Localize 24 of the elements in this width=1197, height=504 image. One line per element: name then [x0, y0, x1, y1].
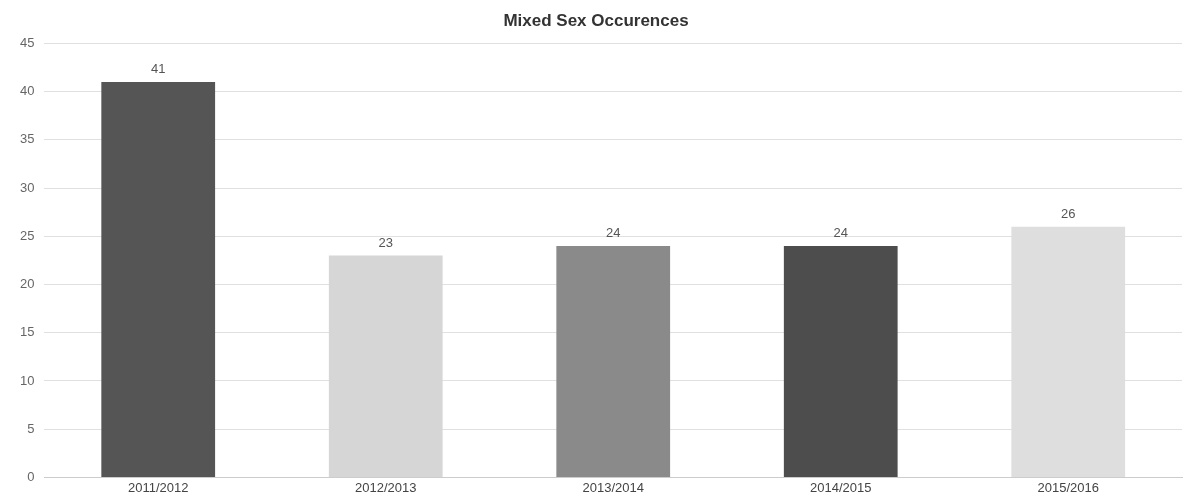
y-tick-label: 10	[19, 372, 35, 388]
y-tick-label: 35	[19, 131, 35, 147]
y-tick-label: 40	[19, 83, 35, 99]
y-tick-label: 15	[19, 324, 35, 340]
data-label: 26	[1061, 205, 1076, 221]
x-tick-label: 2011/2012	[127, 479, 189, 495]
bar	[556, 245, 671, 477]
y-tick-label: 5	[27, 420, 35, 436]
x-tick-label: 2012/2013	[355, 479, 417, 495]
x-tick-label: 2014/2015	[810, 479, 872, 495]
y-tick-label: 25	[19, 227, 35, 243]
x-tick-label: 2013/2014	[582, 479, 644, 495]
y-tick-label: 45	[19, 34, 35, 50]
y-tick-label: 0	[27, 468, 35, 484]
y-tick-label: 20	[19, 276, 35, 292]
chart-title: Mixed Sex Occurences	[503, 10, 689, 30]
bar	[783, 245, 898, 477]
bar	[101, 81, 216, 477]
data-label: 41	[150, 61, 166, 77]
y-tick-label: 30	[19, 179, 35, 195]
x-tick-label: 2015/2016	[1037, 479, 1099, 495]
data-label: 23	[378, 234, 393, 250]
data-label: 24	[606, 225, 621, 241]
data-label: 24	[833, 225, 848, 241]
